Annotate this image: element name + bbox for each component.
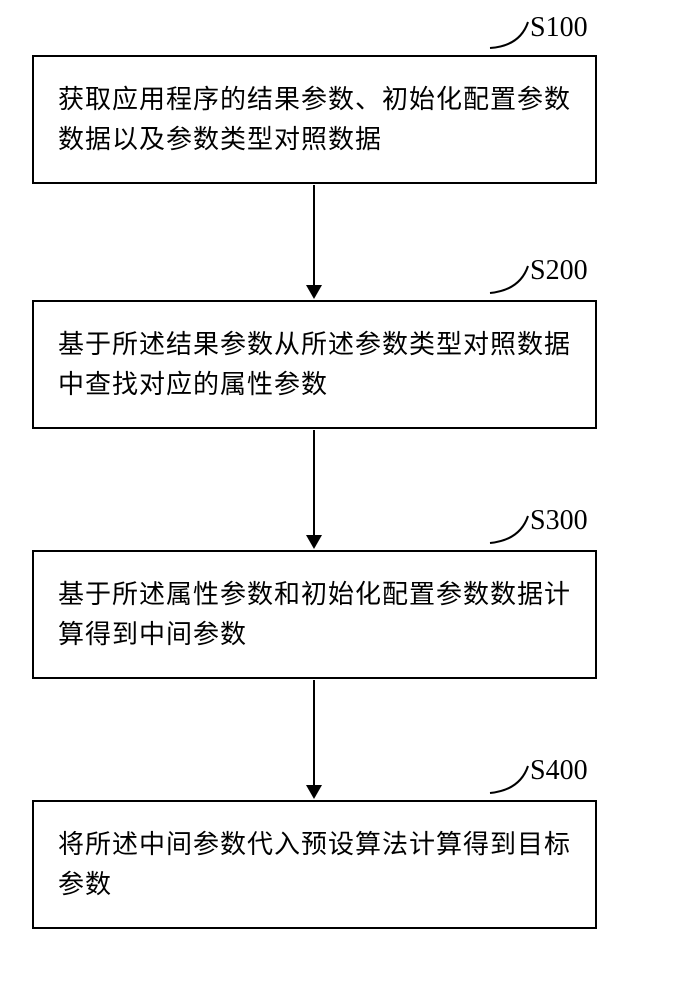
step-box-s400: 将所述中间参数代入预设算法计算得到目标参数 (32, 800, 597, 929)
step-label-s300: S300 (530, 505, 588, 537)
step-label-s200: S200 (530, 255, 588, 287)
step-box-s100: 获取应用程序的结果参数、初始化配置参数数据以及参数类型对照数据 (32, 55, 597, 184)
step-label-s100: S100 (530, 12, 588, 44)
step-box-s200: 基于所述结果参数从所述参数类型对照数据中查找对应的属性参数 (32, 300, 597, 429)
step-label-s400: S400 (530, 755, 588, 787)
step-box-s300: 基于所述属性参数和初始化配置参数数据计算得到中间参数 (32, 550, 597, 679)
